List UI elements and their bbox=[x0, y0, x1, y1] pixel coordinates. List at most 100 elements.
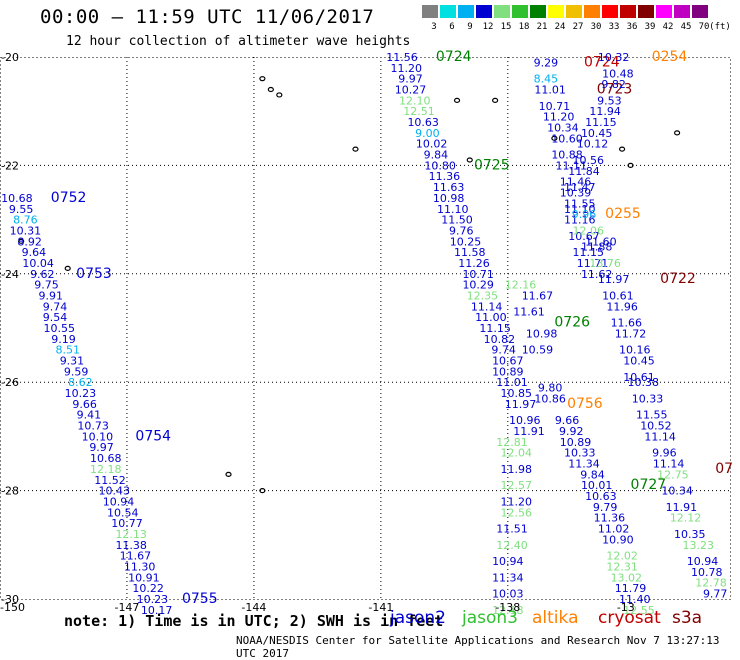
scale-label-3: 3 bbox=[431, 22, 437, 32]
wave-height-label: 11.47 bbox=[564, 181, 596, 194]
wave-height-label: 11.36 bbox=[429, 170, 461, 183]
wave-height-label: 11.52 bbox=[94, 474, 126, 487]
wave-height-label: 10.85 bbox=[501, 387, 533, 400]
wave-height-label: 10.96 bbox=[509, 414, 541, 427]
wave-height-label: 10.59 bbox=[522, 344, 554, 357]
wave-height-label: 9.75 bbox=[34, 279, 59, 292]
wave-height-label: 9.54 bbox=[43, 311, 68, 324]
island-11 bbox=[466, 157, 473, 163]
pass-time-label: 0726 bbox=[554, 315, 590, 331]
wave-height-label: 9.55 bbox=[9, 203, 34, 216]
map-subtitle: 12 hour collection of altimeter wave hei… bbox=[66, 34, 411, 49]
legend-jason2: jason2 bbox=[390, 608, 446, 628]
island-1 bbox=[18, 238, 25, 244]
scale-label-45: 45 bbox=[680, 22, 692, 32]
wave-height-label: 11.46 bbox=[560, 176, 592, 189]
wave-height-label: 11.01 bbox=[496, 376, 528, 389]
wave-height-label: 11.97 bbox=[505, 398, 537, 411]
scale-swatch-39 bbox=[638, 5, 654, 18]
island-7 bbox=[259, 488, 266, 494]
wave-height-label: 9.59 bbox=[64, 365, 89, 378]
wave-height-label: 11.61 bbox=[513, 306, 545, 319]
wave-height-label: 9.74 bbox=[43, 300, 68, 313]
wave-height-label: 11.56 bbox=[386, 51, 418, 64]
wave-height-label: 11.20 bbox=[501, 495, 533, 508]
wave-height-label: 12.78 bbox=[695, 577, 727, 590]
wave-height-label: 9.41 bbox=[77, 409, 102, 422]
wave-height-label: 11.20 bbox=[543, 111, 575, 124]
wave-height-label: 8.62 bbox=[68, 376, 93, 389]
wave-height-label: 11.00 bbox=[475, 311, 507, 324]
wave-height-label: 10.78 bbox=[691, 566, 723, 579]
wave-height-label: 10.38 bbox=[627, 376, 659, 389]
wave-height-label: 11.67 bbox=[120, 550, 152, 563]
scale-swatch-6 bbox=[440, 5, 456, 18]
wave-height-label: 10.77 bbox=[111, 517, 143, 530]
wave-height-label: 11.72 bbox=[615, 327, 647, 340]
wave-height-label: 11.11 bbox=[556, 159, 588, 172]
wave-height-label: 11.30 bbox=[124, 560, 156, 573]
pass-time-label: 0255 bbox=[605, 206, 641, 222]
pass-time-label: 0254 bbox=[652, 49, 688, 65]
wave-height-label: 10.43 bbox=[99, 485, 131, 498]
scale-label-6: 6 bbox=[449, 22, 455, 32]
scale-swatch-42 bbox=[656, 5, 672, 18]
wave-height-label: 11.16 bbox=[564, 214, 596, 227]
scale-label-70: 70 bbox=[698, 22, 710, 32]
wave-height-label: 8.92 bbox=[17, 235, 42, 248]
wave-height-label: 10.71 bbox=[462, 268, 494, 281]
map-frame bbox=[0, 57, 731, 600]
wave-height-label: 12.40 bbox=[496, 539, 528, 552]
wave-height-label: 13.02 bbox=[611, 571, 643, 584]
x-tick-label: -141 bbox=[368, 601, 393, 614]
wave-height-label: 10.45 bbox=[581, 127, 613, 140]
wave-height-label: 9.96 bbox=[652, 447, 677, 460]
wave-height-label: 13.76 bbox=[589, 257, 621, 270]
wave-height-label: 10.55 bbox=[43, 322, 75, 335]
wave-height-label: 11.84 bbox=[568, 165, 600, 178]
wave-height-label: 11.15 bbox=[572, 246, 604, 259]
wave-height-label: 11.98 bbox=[501, 463, 533, 476]
wave-height-label: 11.14 bbox=[471, 300, 503, 313]
pass-time-label: 0727 bbox=[631, 477, 667, 493]
wave-height-label: 11.63 bbox=[433, 181, 465, 194]
wave-height-label: 10.31 bbox=[10, 224, 42, 237]
wave-height-label: 10.86 bbox=[534, 392, 566, 405]
footer-credit: NOAA/NESDIS Center for Satellite Applica… bbox=[236, 634, 720, 660]
wave-height-label: 11.96 bbox=[606, 300, 638, 313]
wave-height-label: 10.25 bbox=[450, 235, 482, 248]
wave-height-label: 10.71 bbox=[539, 100, 571, 113]
wave-height-label: 10.68 bbox=[90, 452, 122, 465]
wave-height-label: 10.01 bbox=[581, 479, 613, 492]
wave-height-label: 11.20 bbox=[391, 62, 423, 75]
wave-height-label: 10.67 bbox=[492, 355, 524, 368]
scale-swatch-3 bbox=[422, 5, 438, 18]
wave-height-label: 12.81 bbox=[496, 436, 528, 449]
wave-height-label: 12.10 bbox=[399, 94, 431, 107]
wave-height-label: 10.35 bbox=[674, 528, 706, 541]
scale-label-15: 15 bbox=[500, 22, 512, 32]
wave-height-label: 10.94 bbox=[103, 495, 135, 508]
wave-height-label: 10.03 bbox=[492, 588, 524, 601]
wave-height-label: 10.88 bbox=[551, 149, 583, 162]
island-5 bbox=[276, 92, 283, 98]
wave-height-label: 9.74 bbox=[491, 344, 516, 357]
wave-height-label: 12.18 bbox=[492, 604, 524, 617]
y-tick-label: -20 bbox=[1, 51, 19, 64]
wave-height-label: 11.67 bbox=[522, 289, 554, 302]
wave-height-label: 11.94 bbox=[589, 105, 621, 118]
wave-height-label: 12.02 bbox=[606, 550, 638, 563]
wave-height-label: 11.55 bbox=[564, 197, 596, 210]
x-tick-label: -144 bbox=[241, 601, 266, 614]
wave-height-label: 11.66 bbox=[611, 317, 643, 330]
wave-height-label: 12.16 bbox=[505, 279, 537, 292]
wave-height-label: 10.32 bbox=[598, 51, 630, 64]
wave-height-label: 9.66 bbox=[72, 398, 97, 411]
scale-swatch-15 bbox=[494, 5, 510, 18]
scale-swatch-30 bbox=[584, 5, 600, 18]
wave-height-label: 10.33 bbox=[564, 447, 596, 460]
wave-height-label: 10.10 bbox=[82, 430, 114, 443]
wave-height-label: 10.52 bbox=[640, 420, 672, 433]
y-tick-label: -30 bbox=[1, 593, 19, 606]
